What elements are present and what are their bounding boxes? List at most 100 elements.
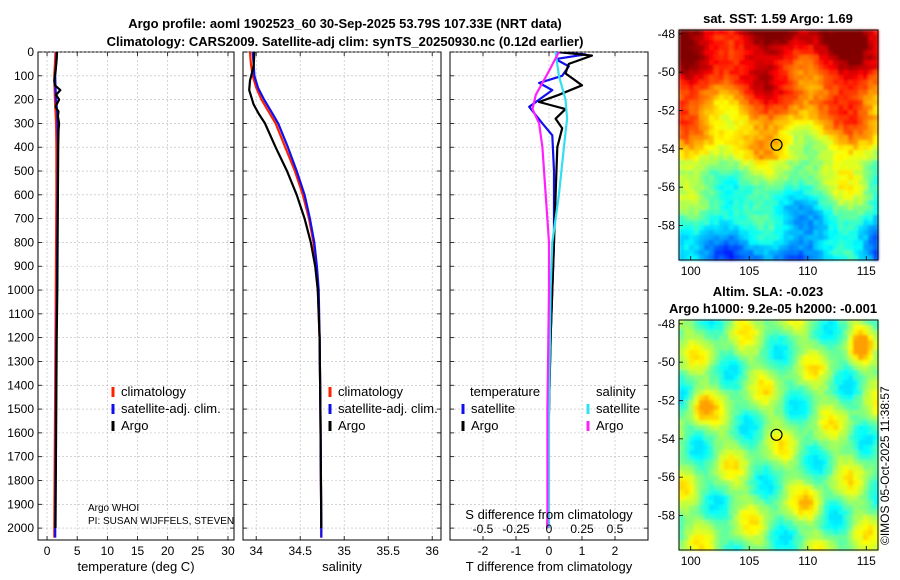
- heatmap-cell: [738, 535, 745, 541]
- heatmap-cell: [743, 85, 750, 91]
- legend-salinity-header: salinity: [596, 384, 636, 399]
- heatmap-cell: [728, 450, 735, 456]
- heatmap-cell: [728, 445, 735, 451]
- heatmap-cell: [688, 155, 695, 161]
- heatmap-cell: [838, 90, 844, 96]
- heatmap-cell: [693, 195, 700, 201]
- heatmap-cell: [803, 85, 809, 91]
- heatmap-cell: [798, 220, 804, 226]
- heatmap-cell: [688, 245, 695, 251]
- heatmap-cell: [868, 515, 874, 521]
- heatmap-cell: [748, 510, 755, 516]
- heatmap-cell: [818, 540, 824, 546]
- heatmap-cell: [683, 500, 690, 506]
- heatmap-cell: [828, 150, 834, 156]
- heatmap-cell: [793, 200, 799, 206]
- heatmap-cell: [858, 145, 864, 151]
- heatmap-cell: [738, 75, 745, 81]
- heatmap-cell: [688, 530, 695, 536]
- heatmap-cell: [728, 255, 735, 261]
- heatmap-cell: [818, 415, 824, 421]
- heatmap-cell: [858, 395, 864, 401]
- heatmap-cell: [683, 440, 690, 446]
- heatmap-cell: [708, 435, 715, 441]
- heatmap-cell: [873, 490, 879, 496]
- heatmap-cell: [738, 70, 745, 76]
- heatmap-cell: [808, 135, 814, 141]
- heatmap-cell: [753, 240, 760, 246]
- heatmap-cell: [718, 105, 725, 111]
- heatmap-cell: [823, 130, 829, 136]
- heatmap-cell: [723, 440, 730, 446]
- heatmap-cell: [698, 210, 705, 216]
- heatmap-cell: [763, 200, 770, 206]
- heatmap-cell: [863, 140, 869, 146]
- heatmap-cell: [778, 155, 785, 161]
- heatmap-cell: [723, 210, 730, 216]
- heatmap-cell: [753, 475, 760, 481]
- heatmap-cell: [768, 40, 775, 46]
- heatmap-cell: [828, 320, 834, 326]
- heatmap-cell: [698, 60, 705, 66]
- heatmap-cell: [679, 155, 685, 161]
- heatmap-cell: [803, 330, 809, 336]
- heatmap-cell: [823, 485, 829, 491]
- heatmap-cell: [738, 220, 745, 226]
- heatmap-cell: [768, 150, 775, 156]
- heatmap-cell: [743, 445, 750, 451]
- heatmap-cell: [763, 535, 770, 541]
- heatmap-cell: [773, 475, 780, 481]
- heatmap-cell: [713, 500, 720, 506]
- heatmap-cell: [803, 340, 809, 346]
- heatmap-cell: [768, 210, 775, 216]
- heatmap-cell: [748, 100, 755, 106]
- heatmap-cell: [693, 325, 700, 331]
- heatmap-cell: [793, 545, 799, 551]
- heatmap-cell: [728, 410, 735, 416]
- heatmap-cell: [838, 255, 844, 261]
- x-tick-label: 115: [857, 264, 876, 278]
- heatmap-cell: [768, 165, 775, 171]
- heatmap-cell: [853, 415, 859, 421]
- heatmap-cell: [679, 120, 685, 126]
- heatmap-cell: [763, 430, 770, 436]
- heatmap-cell: [828, 500, 834, 506]
- heatmap-cell: [758, 400, 765, 406]
- heatmap-cell: [738, 495, 745, 501]
- heatmap-cell: [713, 380, 720, 386]
- heatmap-cell: [683, 250, 690, 256]
- heatmap-cell: [698, 395, 705, 401]
- heatmap-cell: [783, 35, 790, 41]
- heatmap-cell: [693, 455, 700, 461]
- heatmap-cell: [713, 240, 720, 246]
- heatmap-cell: [823, 460, 829, 466]
- heatmap-cell: [783, 450, 790, 456]
- heatmap-cell: [783, 90, 790, 96]
- heatmap-cell: [828, 140, 834, 146]
- heatmap-cell: [823, 95, 829, 101]
- heatmap-cell: [773, 205, 780, 211]
- heatmap-cell: [693, 395, 700, 401]
- heatmap-cell: [763, 320, 770, 326]
- heatmap-cell: [738, 130, 745, 136]
- heatmap-cell: [698, 450, 705, 456]
- heatmap-cell: [708, 245, 715, 251]
- heatmap-cell: [733, 515, 740, 521]
- heatmap-cell: [693, 140, 700, 146]
- heatmap-cell: [733, 140, 740, 146]
- heatmap-cell: [693, 95, 700, 101]
- legend-sal-satellite-label: satellite: [596, 401, 640, 416]
- heatmap-cell: [743, 245, 750, 251]
- heatmap-cell: [768, 360, 775, 366]
- heatmap-cell: [703, 190, 710, 196]
- heatmap-cell: [803, 105, 809, 111]
- heatmap-cell: [723, 390, 730, 396]
- heatmap-cell: [679, 520, 685, 526]
- heatmap-cell: [803, 135, 809, 141]
- heatmap-cell: [873, 180, 879, 186]
- y-tick-label: 800: [14, 235, 34, 249]
- heatmap-cell: [833, 330, 839, 336]
- heatmap-cell: [683, 445, 690, 451]
- heatmap-cell: [843, 215, 849, 221]
- heatmap-cell: [793, 130, 799, 136]
